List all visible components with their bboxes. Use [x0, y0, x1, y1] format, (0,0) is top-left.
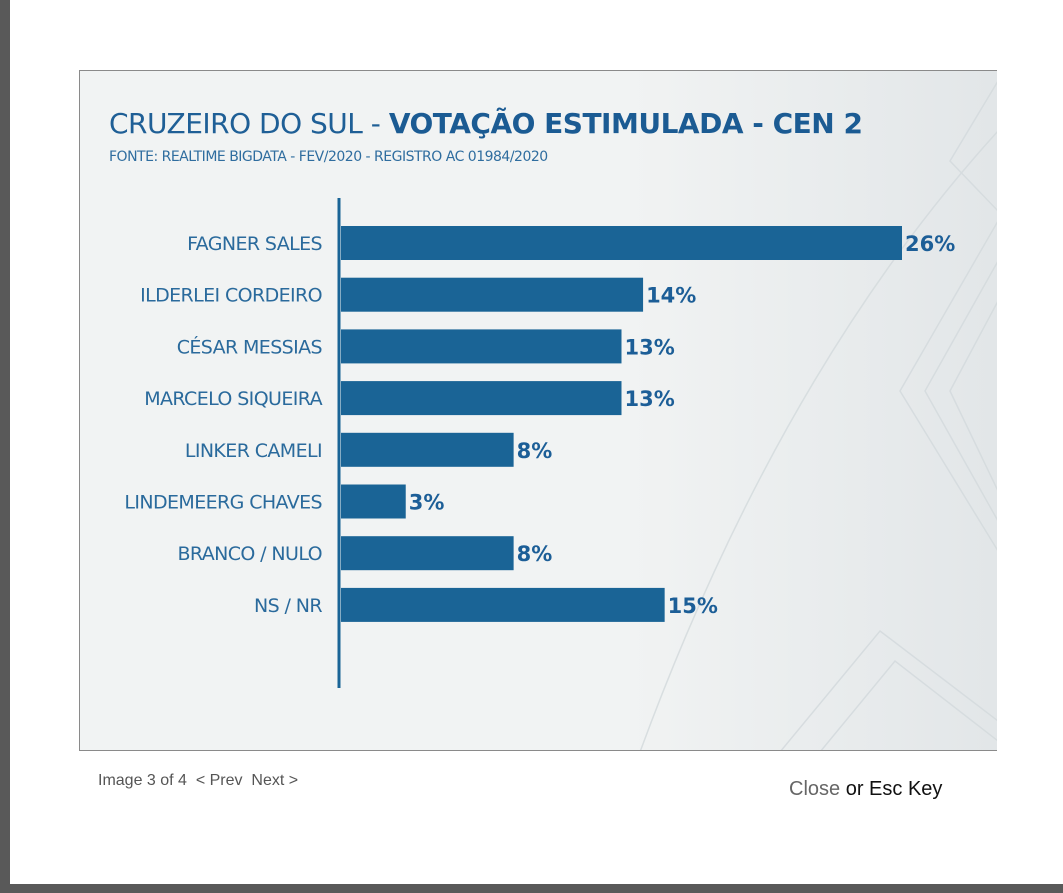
image-counter: Image 3 of 4	[98, 772, 187, 789]
bar-1	[341, 277, 644, 312]
value-label-1: 14%	[646, 284, 696, 308]
category-label-3: MARCELO SIQUEIRA	[144, 388, 322, 410]
category-label-0: FAGNER SALES	[187, 233, 322, 255]
value-label-7: 15%	[668, 594, 718, 618]
bar-5	[341, 484, 406, 519]
value-label-3: 13%	[625, 387, 675, 411]
bar-0	[341, 226, 902, 260]
close-link[interactable]: Close	[789, 778, 841, 800]
value-label-6: 8%	[517, 542, 553, 566]
bar-2	[341, 329, 622, 364]
value-label-2: 13%	[625, 335, 675, 359]
prev-link[interactable]: < Prev	[195, 772, 243, 789]
bar-6	[341, 536, 514, 571]
image-navigation: Image 3 of 4 < Prev Next >	[98, 772, 298, 790]
category-label-5: LINDEMEERG CHAVES	[124, 492, 322, 514]
value-label-5: 3%	[409, 491, 445, 515]
category-label-6: BRANCO / NULO	[177, 543, 322, 565]
category-label-7: NS / NR	[254, 595, 322, 617]
category-label-4: LINKER CAMELI	[185, 440, 322, 462]
bar-3	[341, 381, 622, 416]
close-hint: Close or Esc Key	[789, 778, 942, 801]
chart-title: CRUZEIRO DO SUL - VOTAÇÃO ESTIMULADA - C…	[109, 106, 862, 140]
category-label-2: CÉSAR MESSIAS	[177, 335, 322, 358]
value-label-4: 8%	[517, 439, 553, 463]
next-link[interactable]: Next >	[251, 772, 299, 789]
chart-subtitle: FONTE: REALTIME BIGDATA - FEV/2020 - REG…	[109, 149, 548, 165]
bar-7	[341, 587, 665, 622]
value-label-0: 26%	[905, 232, 955, 256]
bar-4	[341, 432, 514, 467]
bar-chart: CRUZEIRO DO SUL - VOTAÇÃO ESTIMULADA - C…	[80, 71, 997, 750]
image-viewer: CRUZEIRO DO SUL - VOTAÇÃO ESTIMULADA - C…	[79, 70, 997, 751]
decorative-pattern	[639, 81, 997, 750]
category-label-1: ILDERLEI CORDEIRO	[140, 285, 322, 307]
lightbox-panel: CRUZEIRO DO SUL - VOTAÇÃO ESTIMULADA - C…	[10, 0, 1063, 884]
esc-key-hint: or Esc Key	[845, 778, 943, 800]
